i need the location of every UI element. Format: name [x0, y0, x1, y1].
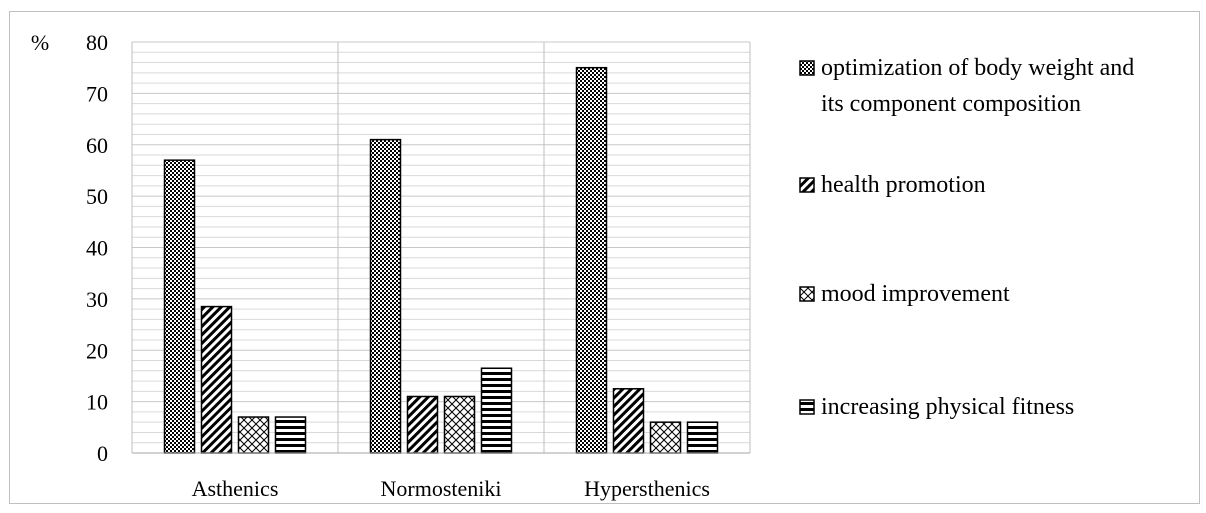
bar-crosshatch: [649, 421, 682, 454]
y-tick-label: 0: [97, 441, 108, 466]
bars: [163, 66, 719, 454]
legend-label: its component composition: [821, 91, 1081, 117]
legend-swatch: [799, 177, 815, 193]
chart-frame: [9, 11, 1200, 504]
bar-diagonal-stripes: [612, 388, 645, 454]
legend: optimization of body weight and its compo…: [799, 55, 1134, 420]
gridlines: [9, 11, 1200, 504]
legend-label: health promotion: [821, 172, 986, 198]
bar-horizontal-stripes: [480, 367, 513, 454]
legend-swatch: [799, 60, 815, 76]
y-tick-label: 40: [86, 236, 108, 261]
bar-crosshatch: [237, 416, 270, 454]
bar-dense-dots: [369, 138, 402, 454]
bar-horizontal-stripes: [686, 421, 719, 454]
x-tick-label: Hypersthenics: [584, 476, 710, 501]
bar-dense-dots: [575, 66, 608, 454]
y-tick-label: 60: [86, 133, 108, 158]
bar-dense-dots: [163, 159, 196, 454]
legend-swatch: [799, 399, 815, 415]
y-tick-label: 30: [86, 287, 108, 312]
bar-diagonal-stripes: [200, 305, 233, 454]
y-tick-label: 80: [86, 30, 108, 55]
bar-crosshatch: [443, 395, 476, 454]
y-tick-label: 50: [86, 184, 108, 209]
axes: 0 10 20 30 40 50 60 70 80% Asthenics Normosteniki H…: [31, 30, 750, 501]
y-tick-label: 20: [86, 338, 108, 363]
bar-horizontal-stripes: [274, 416, 307, 454]
y-tick-label: 10: [86, 390, 108, 415]
bar-diagonal-stripes: [406, 395, 439, 454]
legend-label: increasing physical fitness: [821, 394, 1074, 420]
legend-label: optimization of body weight and: [821, 55, 1134, 81]
legend-swatch: [799, 286, 815, 302]
x-tick-label: Asthenics: [192, 476, 279, 501]
y-tick-label: 70: [86, 81, 108, 106]
x-tick-label: Normosteniki: [381, 476, 502, 501]
y-unit-label: %: [31, 30, 49, 55]
legend-label: mood improvement: [821, 281, 1010, 307]
